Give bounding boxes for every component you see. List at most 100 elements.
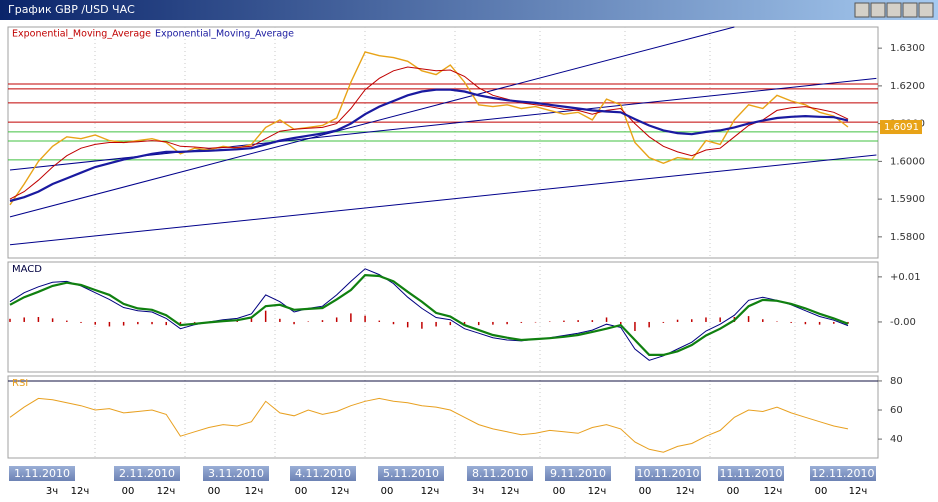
hour-label: 12ч <box>71 486 90 497</box>
date-box <box>378 466 444 481</box>
minimize-button[interactable] <box>886 2 902 18</box>
window-buttons[interactable] <box>854 2 934 18</box>
histogram-bar <box>506 321 508 325</box>
legend-entry: Exponential_Moving_Average <box>155 29 294 40</box>
histogram-bar <box>705 317 707 322</box>
date-label: 9.11.2010 <box>550 467 606 480</box>
histogram-bar <box>364 315 366 322</box>
histogram-bar <box>392 321 395 325</box>
histogram-bar <box>762 319 764 322</box>
hour-label: 00 <box>208 486 221 497</box>
y-tick-label: 1.6000 <box>890 156 925 167</box>
date-box <box>203 466 269 481</box>
current-price-label: 1.6091 <box>884 122 919 133</box>
histogram-bar <box>449 321 452 326</box>
histogram-bar <box>563 320 565 322</box>
histogram-bar <box>435 321 437 327</box>
hour-label: 12ч <box>676 486 695 497</box>
y-tick-label: 1.5800 <box>890 232 925 243</box>
hour-label: 12ч <box>421 486 440 497</box>
y-tick-label: 1.5900 <box>890 194 925 205</box>
close-button[interactable] <box>918 2 934 18</box>
y-tick-label: 1.6200 <box>890 81 925 92</box>
histogram-bar <box>66 320 68 322</box>
maximize-button[interactable] <box>902 2 918 18</box>
hour-label: 00 <box>122 486 135 497</box>
series-line <box>9 66 849 200</box>
histogram-bar <box>634 321 636 331</box>
histogram-bar <box>676 319 679 322</box>
histogram-bar <box>51 318 54 322</box>
histogram-bar <box>619 321 622 325</box>
date-box <box>635 466 701 481</box>
histogram-bar <box>492 321 494 325</box>
histogram-bar <box>648 321 650 328</box>
window-title: График GBP /USD ЧАС <box>8 3 135 16</box>
hour-label: 12ч <box>331 486 350 497</box>
histogram-bar <box>548 321 551 323</box>
date-box <box>467 466 533 481</box>
date-label: 4.11.2010 <box>295 467 351 480</box>
hour-label: 00 <box>639 486 652 497</box>
histogram-bar <box>534 321 537 323</box>
legend-entry: Exponential_Moving_Average <box>12 29 151 40</box>
hour-label: 12ч <box>157 486 176 497</box>
date-label: 8.11.2010 <box>472 467 528 480</box>
y-tick-label: 80 <box>890 376 903 387</box>
histogram-bar <box>662 321 665 323</box>
date-box <box>114 466 180 481</box>
series-line <box>9 88 849 203</box>
histogram-bar <box>279 318 281 322</box>
date-box <box>290 466 356 481</box>
histogram-bar <box>833 321 835 324</box>
hour-label: 12ч <box>501 486 520 497</box>
series-line <box>9 51 849 206</box>
histogram-bar <box>122 321 125 326</box>
histogram-bar <box>108 321 111 327</box>
help-button[interactable] <box>854 2 870 18</box>
histogram-bar <box>307 321 310 323</box>
histogram-bar <box>9 318 11 322</box>
title-bar <box>0 0 938 20</box>
histogram-bar <box>747 316 750 322</box>
trend-line <box>9 77 877 171</box>
histogram-bar <box>804 321 807 325</box>
date-label: 12.11.2010 <box>812 467 875 480</box>
histogram-bar <box>577 320 579 322</box>
histogram-bar <box>151 321 153 325</box>
y-tick-label: 60 <box>890 405 903 416</box>
date-box <box>810 466 876 481</box>
trend-line <box>9 154 877 246</box>
y-tick-label: 40 <box>890 434 903 445</box>
histogram-bar <box>264 310 267 322</box>
series-line <box>9 273 849 356</box>
histogram-bar <box>378 320 381 322</box>
histogram-bar <box>193 321 196 323</box>
histogram-bar <box>406 321 409 328</box>
histogram-bar <box>818 321 821 325</box>
date-label: 11.11.2010 <box>720 467 783 480</box>
date-box <box>718 466 784 481</box>
histogram-bar <box>165 321 167 326</box>
tile-button[interactable] <box>870 2 886 18</box>
histogram-bar <box>520 321 523 323</box>
histogram-bar <box>691 319 693 322</box>
hour-label: 00 <box>727 486 740 497</box>
series-line <box>9 268 849 361</box>
hour-label: 12ч <box>849 486 868 497</box>
histogram-bar <box>335 317 338 322</box>
trend-line <box>9 26 735 218</box>
histogram-bar <box>605 317 608 322</box>
histogram-bar <box>250 318 253 322</box>
histogram-bar <box>719 317 721 322</box>
date-box <box>545 466 611 481</box>
histogram-bar <box>321 320 324 322</box>
hour-label: 00 <box>553 486 566 497</box>
hour-label: 12ч <box>764 486 783 497</box>
histogram-bar <box>179 321 182 326</box>
hour-label: 00 <box>381 486 394 497</box>
price-panel <box>7 26 879 259</box>
series-line <box>9 397 849 453</box>
histogram-bar <box>80 321 82 323</box>
